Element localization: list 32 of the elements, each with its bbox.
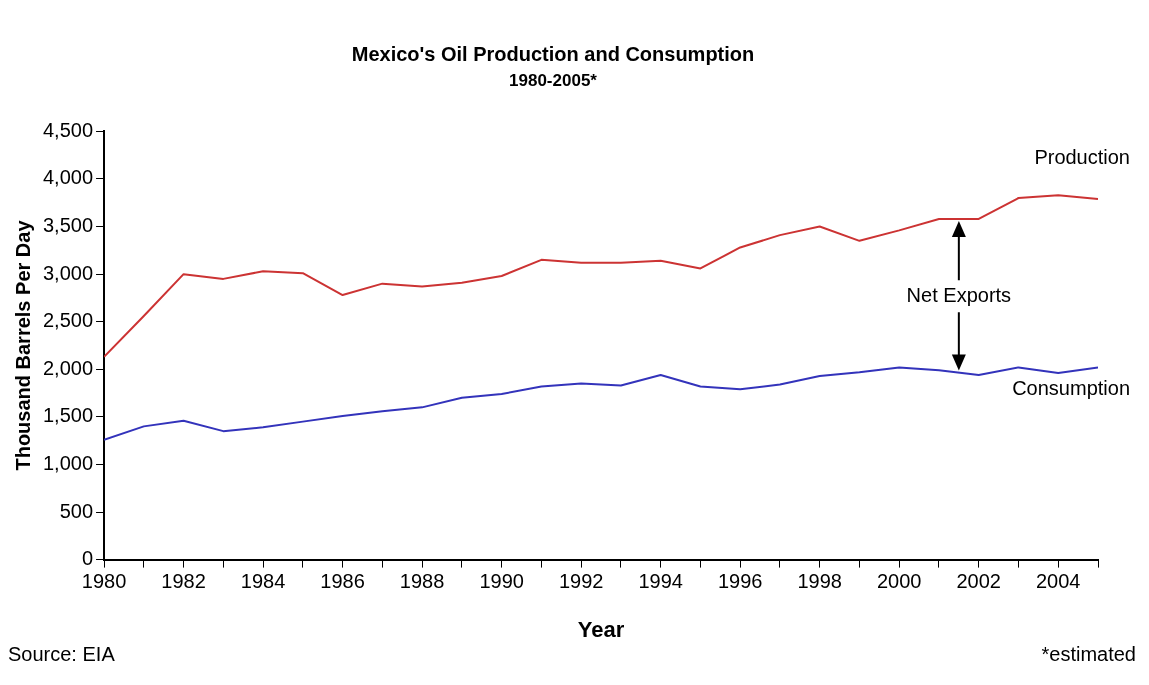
x-tick-label: 1982 — [161, 570, 206, 593]
x-tick-label: 1986 — [320, 570, 365, 593]
annotation: Net Exports — [906, 283, 1012, 306]
x-tick-label: 2004 — [1035, 570, 1081, 593]
x-tick-label: 1980 — [81, 570, 127, 593]
y-tick-label: 500 — [59, 499, 94, 522]
y-tick-label: 1,500 — [42, 404, 94, 427]
y-tick-label: 2,000 — [42, 356, 94, 379]
x-tick-label: 1990 — [479, 570, 524, 593]
y-tick-label: 3,500 — [42, 214, 94, 237]
series-label: Production — [1034, 146, 1130, 169]
y-tick-label: 0 — [81, 547, 94, 570]
x-tick-label: 1988 — [399, 570, 445, 593]
x-tick-label: 2000 — [876, 570, 922, 593]
y-axis-title: Thousand Barrels Per Day — [11, 219, 34, 471]
text: *estimated — [1041, 642, 1136, 665]
y-tick-label: 4,000 — [42, 166, 94, 189]
y-tick-label: 3,000 — [42, 261, 94, 284]
y-tick-label: 2,500 — [42, 309, 94, 332]
x-tick-label: 1992 — [558, 570, 604, 593]
chart-title: Mexico's Oil Production and Consumption — [351, 42, 755, 65]
y-tick-label: 4,500 — [42, 118, 94, 141]
x-tick-label: 1998 — [797, 570, 842, 593]
chart-subtitle: 1980-2005* — [509, 70, 598, 90]
x-axis-title: Year — [577, 616, 625, 642]
y-tick-label: 1,000 — [42, 451, 94, 474]
source-note: Source: EIA — [8, 642, 116, 665]
series-label: Consumption — [1012, 376, 1130, 399]
x-tick-label: 1996 — [717, 570, 763, 593]
x-tick-label: 1984 — [240, 570, 286, 593]
x-tick-label: 2002 — [956, 570, 1001, 593]
x-tick-label: 1994 — [638, 570, 683, 593]
